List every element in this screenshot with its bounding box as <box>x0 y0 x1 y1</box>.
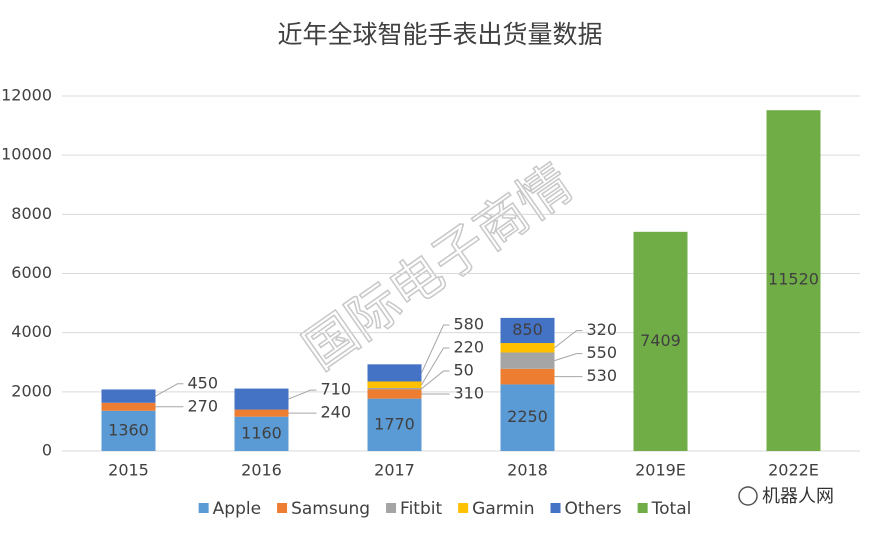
bar-segment <box>500 368 555 385</box>
legend-label: Total <box>651 499 692 519</box>
bar-segment <box>766 110 821 451</box>
bar-segment <box>633 231 688 451</box>
data-label: 1360 <box>108 420 149 439</box>
leader-line <box>288 389 317 400</box>
bar-segment <box>101 389 156 403</box>
source-logo: 机器人网 <box>738 486 834 507</box>
data-label: 320 <box>587 320 618 339</box>
bar-segment <box>234 416 289 451</box>
bar-segment <box>367 364 422 382</box>
bar-segment <box>367 389 422 399</box>
data-label: 850 <box>512 320 543 339</box>
bar-segment <box>101 402 156 411</box>
legend-swatch <box>386 503 397 513</box>
legend-swatch <box>637 503 648 513</box>
y-tick-label: 6000 <box>11 263 52 282</box>
bar-segment <box>234 409 289 417</box>
data-label: 1770 <box>374 414 415 433</box>
leader-line <box>554 353 583 362</box>
bar-segment <box>500 384 555 451</box>
legend-label: Others <box>565 499 622 519</box>
y-tick-label: 0 <box>42 441 52 460</box>
data-label: 7409 <box>640 331 681 350</box>
legend-label: Garmin <box>472 499 534 519</box>
source: 机器人网 <box>762 486 834 507</box>
bar-segment <box>500 317 555 344</box>
bar-segment <box>500 352 555 369</box>
y-tick-label: 8000 <box>11 204 52 223</box>
x-tick-label: 2016 <box>241 461 282 480</box>
bar-segment <box>367 398 422 451</box>
legend-swatch <box>550 503 561 513</box>
y-tick-label: 4000 <box>11 322 52 341</box>
x-tick-label: 2019E <box>635 461 686 480</box>
x-tick-label: 2018 <box>507 461 548 480</box>
bar-segment <box>367 381 422 388</box>
data-label: 530 <box>587 366 618 385</box>
leader-line <box>421 324 450 374</box>
legend-label: Fitbit <box>400 499 442 519</box>
logo-icon <box>738 486 758 506</box>
x-tick-label: 2017 <box>374 461 415 480</box>
y-tick-label: 2000 <box>11 381 52 400</box>
leader-line <box>421 370 450 390</box>
legend-swatch <box>198 503 209 513</box>
data-label: 240 <box>321 403 352 422</box>
legend-swatch <box>458 503 469 513</box>
leader-line <box>421 347 450 385</box>
data-label: 270 <box>188 396 219 415</box>
y-tick-label: 10000 <box>1 145 52 164</box>
bar-segment <box>234 388 289 410</box>
data-label: 2250 <box>507 407 548 426</box>
legend-label: Samsung <box>291 499 370 519</box>
data-label: 220 <box>454 338 485 357</box>
leader-line <box>554 330 583 349</box>
data-label: 310 <box>454 384 485 403</box>
data-label: 11520 <box>768 270 819 289</box>
bar-segment <box>367 387 422 390</box>
data-label: 550 <box>587 343 618 362</box>
chart-title: 近年全球智能手表出货量数据 <box>277 20 602 49</box>
data-label: 50 <box>454 361 474 380</box>
legend-label: Apple <box>213 499 261 519</box>
data-label: 1160 <box>241 423 282 442</box>
leader-line <box>155 383 184 397</box>
legend-swatch <box>277 503 288 513</box>
bar-segment <box>101 410 156 451</box>
bar-segment <box>500 343 555 353</box>
y-tick-label: 12000 <box>1 86 52 105</box>
x-tick-label: 2015 <box>108 461 149 480</box>
data-label: 710 <box>321 380 352 399</box>
x-tick-label: 2022E <box>768 461 819 480</box>
data-label: 450 <box>188 373 219 392</box>
data-label: 580 <box>454 315 485 334</box>
